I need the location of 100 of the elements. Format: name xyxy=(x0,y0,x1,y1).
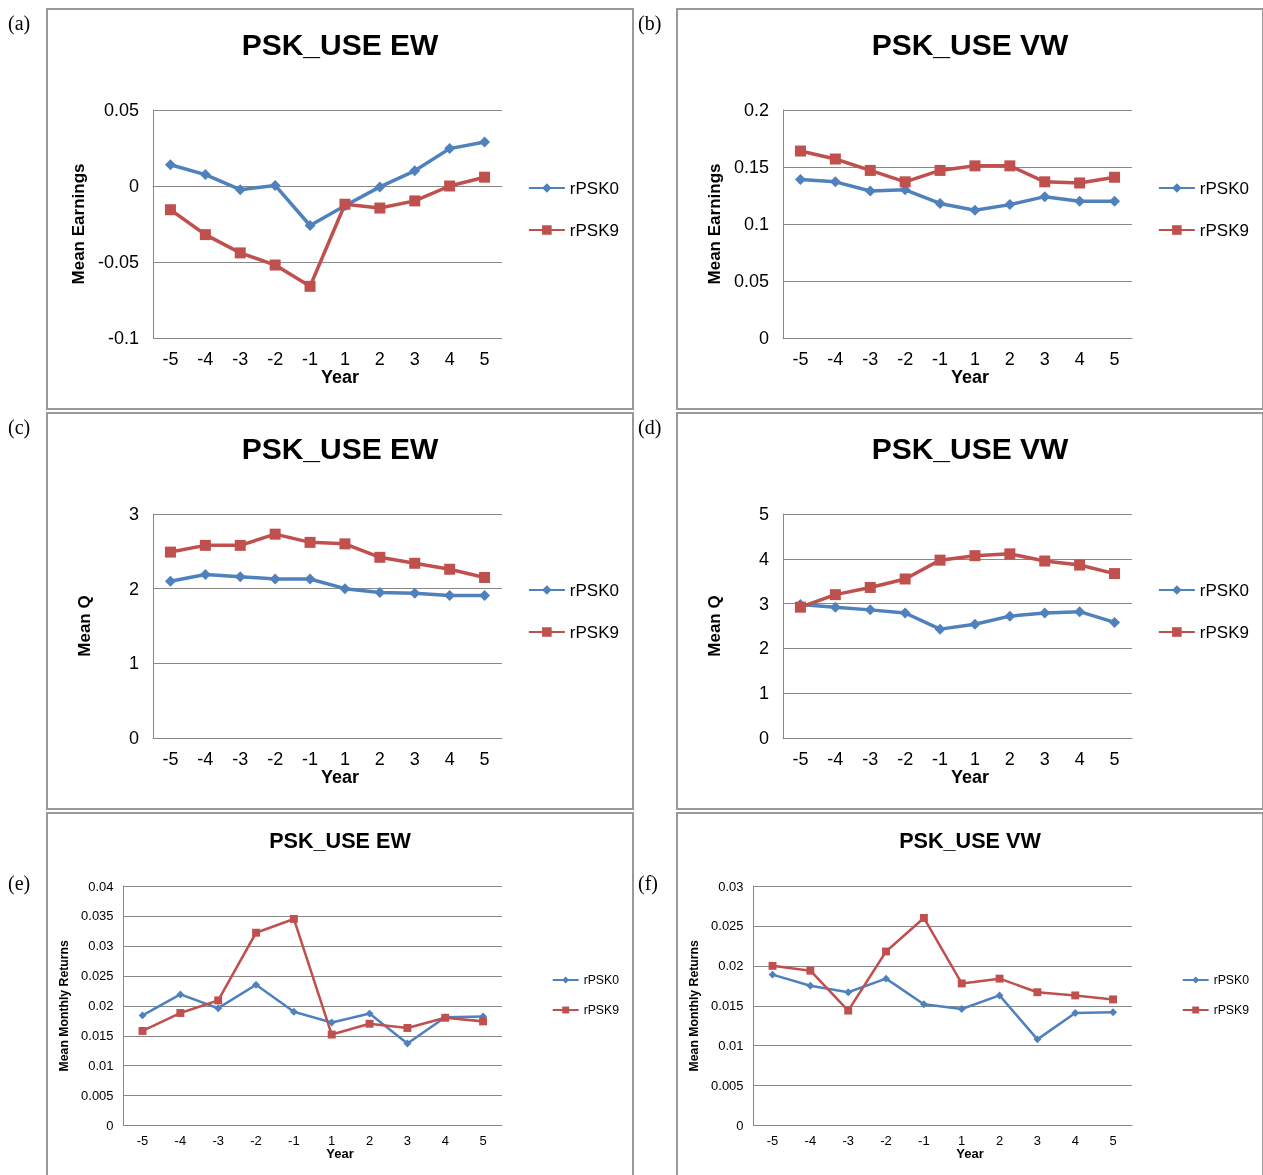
x-tick-label: -5 xyxy=(136,1133,149,1149)
x-tick-label: 4 xyxy=(1074,749,1085,769)
x-tick-label: -4 xyxy=(174,1133,187,1149)
text: (a) xyxy=(8,12,32,35)
legend-label: rPSK9 xyxy=(1199,622,1250,642)
x-tick-label: -2 xyxy=(267,349,284,369)
y-tick-label: 0.015 xyxy=(81,1028,114,1044)
y-tick-label: 0.15 xyxy=(733,157,769,177)
x-tick-label: 1 xyxy=(339,349,350,369)
x-tick-label: 5 xyxy=(1109,349,1120,369)
x-tick-label: 5 xyxy=(1109,749,1120,769)
x-tick-label: 5 xyxy=(479,349,490,369)
y-tick-label: 0.005 xyxy=(81,1088,114,1104)
y-tick-label: 3 xyxy=(128,504,139,524)
x-tick-label: 3 xyxy=(1033,1133,1042,1149)
x-tick-label: 2 xyxy=(374,749,385,769)
x-tick-label: 4 xyxy=(444,749,455,769)
x-tick-label: -2 xyxy=(897,749,914,769)
text: (c) xyxy=(8,416,32,439)
y-tick-label: 0 xyxy=(128,728,139,748)
x-tick-label: -4 xyxy=(827,749,844,769)
x-tick-label: -5 xyxy=(792,349,809,369)
x-tick-label: 1 xyxy=(339,749,350,769)
x-tick-label: -4 xyxy=(827,349,844,369)
x-tick-label: 1 xyxy=(969,749,980,769)
y-tick-label: 4 xyxy=(758,548,769,569)
y-tick-label: 0.03 xyxy=(718,878,744,894)
x-tick-label: -4 xyxy=(804,1133,817,1149)
text: (e) xyxy=(8,872,32,895)
chart-title: PSK_USE EW xyxy=(241,27,440,61)
chart-title: PSK_USE VW xyxy=(899,827,1042,853)
y-tick-label: 0.01 xyxy=(88,1058,114,1074)
x-tick-label: -1 xyxy=(918,1133,930,1149)
x-tick-label: 4 xyxy=(1074,349,1085,369)
x-tick-label: 5 xyxy=(1109,1133,1117,1149)
x-tick-label: 3 xyxy=(1039,349,1050,369)
x-tick-label: -1 xyxy=(302,349,319,369)
x-tick-label: 2 xyxy=(1004,749,1015,769)
y-tick-label: 0.01 xyxy=(718,1038,744,1054)
x-tick-label: -2 xyxy=(267,749,284,769)
x-tick-label: 2 xyxy=(1004,349,1015,369)
x-axis-title: Year xyxy=(950,367,990,387)
chart-title: PSK_USE VW xyxy=(871,431,1070,465)
y-tick-label: 2 xyxy=(128,578,139,599)
x-tick-label: 1 xyxy=(958,1133,966,1149)
y-tick-label: 0.2 xyxy=(743,100,769,120)
x-tick-label: 3 xyxy=(1039,749,1050,769)
y-tick-label: 0.02 xyxy=(718,958,744,974)
y-tick-label: 0.035 xyxy=(81,908,114,924)
y-tick-label: 1 xyxy=(758,683,769,704)
y-tick-label: 0.02 xyxy=(88,998,114,1014)
legend-label: rPSK9 xyxy=(569,622,620,642)
x-tick-label: 2 xyxy=(374,349,385,369)
x-tick-label: -3 xyxy=(862,749,879,769)
y-axis-title: Mean Q xyxy=(75,595,94,657)
x-tick-label: 4 xyxy=(444,349,455,369)
x-tick-label: -5 xyxy=(792,749,809,769)
x-tick-label: -5 xyxy=(162,749,179,769)
x-tick-label: -2 xyxy=(250,1133,262,1149)
y-tick-label: 2 xyxy=(758,638,769,659)
x-tick-label: -1 xyxy=(302,749,319,769)
y-tick-label: 0 xyxy=(758,328,769,348)
x-tick-label: -3 xyxy=(232,749,249,769)
y-tick-label: 0.05 xyxy=(103,100,139,120)
y-tick-label: 0.03 xyxy=(88,938,114,954)
y-tick-label: 1 xyxy=(128,653,139,674)
x-tick-label: -3 xyxy=(212,1133,224,1149)
y-tick-label: 0 xyxy=(106,1118,114,1134)
y-tick-label: -0.05 xyxy=(97,252,139,272)
x-tick-label: -3 xyxy=(842,1133,854,1149)
y-axis-title: Mean Monthly Returns xyxy=(57,940,72,1072)
legend-label: rPSK0 xyxy=(569,580,620,600)
chart-title: PSK_USE VW xyxy=(871,27,1070,61)
x-tick-label: 3 xyxy=(409,349,420,369)
x-tick-label: -4 xyxy=(197,749,214,769)
y-tick-label: 0.005 xyxy=(711,1078,744,1094)
text: (d) xyxy=(638,416,663,439)
y-tick-label: 0.025 xyxy=(711,918,744,934)
x-tick-label: -5 xyxy=(766,1133,779,1149)
legend-label: rPSK9 xyxy=(583,1003,620,1017)
x-tick-label: 3 xyxy=(403,1133,412,1149)
x-tick-label: -3 xyxy=(862,349,879,369)
x-tick-label: -1 xyxy=(288,1133,300,1149)
y-tick-label: 5 xyxy=(758,504,769,524)
x-axis-title: Year xyxy=(950,767,990,787)
x-tick-label: 4 xyxy=(1071,1133,1079,1149)
y-tick-label: 0 xyxy=(736,1118,744,1134)
legend-label: rPSK0 xyxy=(1213,973,1250,987)
legend-label: rPSK0 xyxy=(1199,178,1250,198)
x-tick-label: 2 xyxy=(995,1133,1004,1149)
x-tick-label: -1 xyxy=(932,349,949,369)
y-tick-label: 0 xyxy=(758,728,769,748)
x-tick-label: 3 xyxy=(409,749,420,769)
y-tick-label: -0.1 xyxy=(107,328,139,348)
text: (f) xyxy=(638,872,659,895)
y-axis-title: Mean Earnings xyxy=(705,163,724,285)
x-tick-label: 1 xyxy=(328,1133,336,1149)
x-tick-label: 2 xyxy=(365,1133,374,1149)
legend-label: rPSK0 xyxy=(1199,580,1250,600)
legend-label: rPSK9 xyxy=(1199,220,1250,240)
